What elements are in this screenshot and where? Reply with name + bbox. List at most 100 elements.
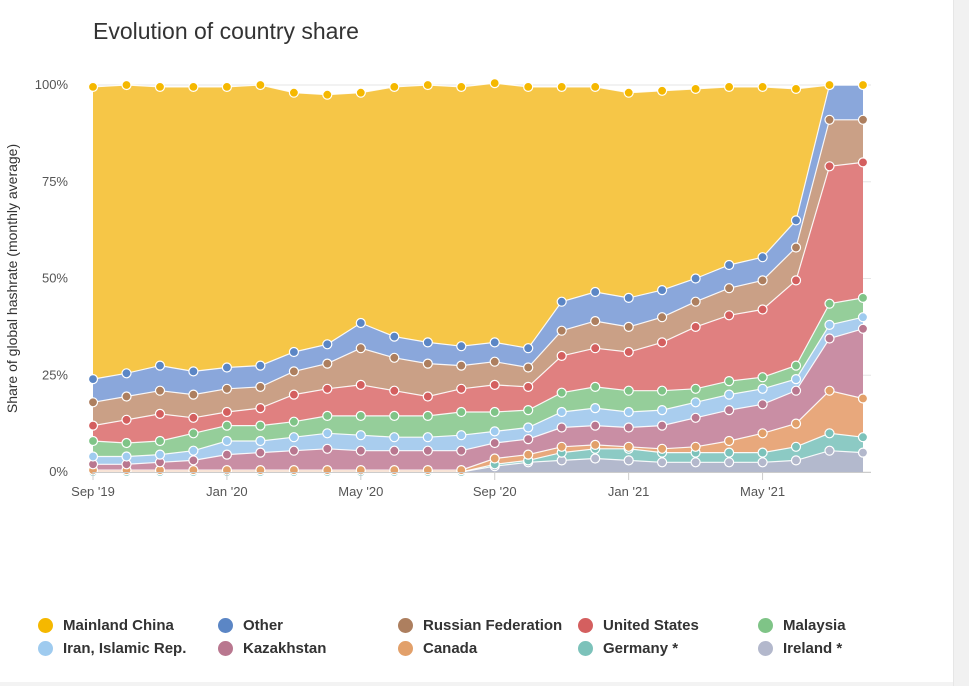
stacked-area-chart: 0% 25% 50% 75% 100% Share of global hashrate … [4, 77, 871, 499]
point-canada [456, 465, 467, 476]
point-germany [824, 428, 835, 439]
point-kazakhstan [489, 437, 500, 449]
y-tick-label: 25% [42, 367, 68, 382]
point-canada [590, 439, 601, 450]
point-russian-federation [121, 391, 132, 402]
point-united-states [355, 379, 366, 390]
legend-label: Germany * [603, 639, 679, 657]
point-canada [422, 465, 433, 476]
point-canada [523, 449, 534, 460]
point-other [690, 273, 701, 284]
point-malaysia [656, 385, 668, 396]
point-kazakhstan [857, 323, 869, 334]
point-united-states [389, 385, 400, 396]
legend-label: Ireland * [783, 639, 843, 657]
point-other [456, 341, 467, 352]
point-mainland-china [322, 89, 333, 100]
point-kazakhstan [790, 385, 802, 396]
point-mainland-china [590, 81, 601, 93]
chart-title: Evolution of country share [93, 18, 359, 44]
area-mainland-china [93, 83, 863, 380]
point-mainland-china [121, 79, 132, 91]
point-russian-federation [523, 362, 534, 373]
x-tick-label: May '20 [338, 484, 383, 499]
horizontal-scrollbar-track[interactable] [0, 682, 954, 686]
legend-item-malaysia[interactable]: Malaysia [758, 614, 846, 636]
point-mainland-china [422, 79, 433, 91]
vertical-scrollbar[interactable] [953, 0, 969, 686]
x-tick-label: Jan '21 [608, 484, 650, 499]
point-canada [790, 418, 802, 429]
legend-item-russian-federation[interactable]: Russian Federation [398, 614, 562, 636]
point-canada [489, 453, 500, 464]
chart-legend: Mainland China Other Russian Federation Uni… [38, 614, 938, 664]
point-united-states [188, 412, 199, 423]
point-malaysia [288, 416, 299, 427]
point-united-states [623, 346, 634, 358]
point-russian-federation [723, 283, 735, 294]
point-canada [288, 465, 299, 476]
point-russian-federation [188, 389, 199, 400]
point-iran-islamic-rep [590, 403, 601, 414]
point-other [757, 252, 768, 263]
point-russian-federation [322, 358, 333, 369]
point-mainland-china [757, 81, 768, 93]
point-ireland [623, 455, 634, 466]
point-kazakhstan [623, 422, 634, 433]
point-other [322, 339, 333, 350]
point-other [523, 343, 534, 354]
point-kazakhstan [288, 445, 299, 456]
point-mainland-china [723, 81, 735, 93]
legend-item-canada[interactable]: Canada [398, 637, 477, 659]
point-mainland-china [87, 81, 99, 93]
legend-item-ireland[interactable]: Ireland * [758, 637, 842, 659]
point-iran-islamic-rep [656, 405, 668, 416]
point-other [221, 362, 232, 373]
legend-marker-icon [398, 640, 413, 656]
point-canada [556, 441, 567, 452]
legend-marker-icon [578, 617, 593, 633]
point-russian-federation [355, 343, 366, 354]
point-iran-islamic-rep [355, 430, 366, 441]
point-ireland [590, 453, 601, 464]
legend-marker-icon [218, 617, 233, 633]
point-malaysia [790, 360, 802, 371]
legend-item-united-states[interactable]: United States [578, 614, 699, 636]
point-malaysia [221, 420, 232, 431]
point-canada [623, 441, 634, 452]
point-malaysia [857, 292, 869, 303]
point-iran-islamic-rep [389, 432, 400, 443]
point-united-states [723, 310, 735, 321]
area-iran-islamic-rep [93, 317, 863, 465]
point-mainland-china [523, 81, 534, 93]
legend-item-germany[interactable]: Germany * [578, 637, 678, 659]
point-canada [690, 441, 701, 452]
point-malaysia [188, 428, 199, 439]
legend-item-iran-islamic-rep[interactable]: Iran, Islamic Rep. [38, 637, 186, 659]
legend-item-kazakhstan[interactable]: Kazakhstan [218, 637, 326, 659]
point-russian-federation [690, 296, 701, 307]
point-malaysia [355, 410, 366, 421]
point-malaysia [590, 381, 601, 392]
point-russian-federation [623, 321, 634, 332]
point-canada [757, 428, 768, 439]
point-malaysia [623, 385, 634, 396]
point-iran-islamic-rep [87, 451, 99, 462]
point-malaysia [154, 435, 166, 447]
point-mainland-china [690, 83, 701, 95]
area-russian-federation [93, 119, 863, 426]
legend-marker-icon [38, 617, 53, 633]
point-other [121, 368, 132, 379]
point-kazakhstan [456, 445, 467, 456]
point-united-states [322, 383, 333, 394]
legend-item-mainland-china[interactable]: Mainland China [38, 614, 174, 636]
point-malaysia [87, 435, 99, 447]
legend-item-other[interactable]: Other [218, 614, 283, 636]
point-ireland [723, 457, 735, 468]
point-mainland-china [255, 79, 266, 91]
point-united-states [556, 350, 567, 361]
point-malaysia [824, 298, 835, 309]
point-iran-islamic-rep [288, 432, 299, 443]
point-iran-islamic-rep [523, 422, 534, 433]
